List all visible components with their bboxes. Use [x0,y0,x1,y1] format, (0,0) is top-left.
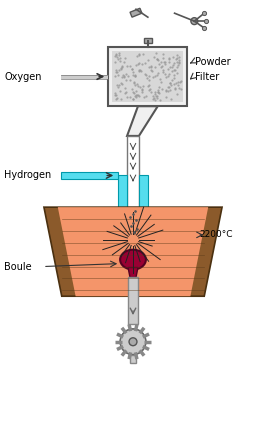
Bar [61,171,118,179]
Ellipse shape [120,250,146,270]
Bar [130,355,136,363]
Polygon shape [128,267,138,277]
Circle shape [120,329,146,355]
Circle shape [129,338,137,346]
Text: Filter: Filter [195,72,220,81]
Polygon shape [44,207,222,296]
Polygon shape [130,8,142,17]
Polygon shape [58,207,208,296]
Text: Hydrogen: Hydrogen [4,170,52,181]
Bar [112,51,184,102]
Text: Boule: Boule [4,262,32,271]
Bar [128,277,138,324]
Bar [61,75,108,78]
Text: Oxygen: Oxygen [4,72,42,81]
Text: Powder: Powder [195,57,231,67]
Bar [127,136,139,207]
Text: 2200°C: 2200°C [199,231,233,239]
Polygon shape [127,106,158,136]
Bar [108,47,188,106]
Bar [139,175,148,209]
Bar [144,38,152,43]
Bar [118,175,127,209]
Circle shape [191,18,198,24]
